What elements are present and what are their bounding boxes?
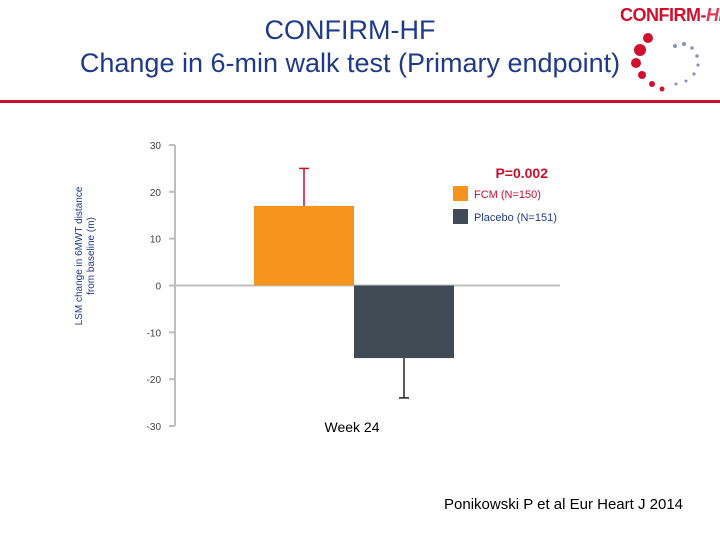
header-divider [0,100,720,103]
title-line-1: CONFIRM-HF [264,15,436,45]
bar-fcm [254,205,354,286]
logo-dots-icon [631,33,700,92]
title-line-2: Change in 6-min walk test (Primary endpo… [79,48,621,78]
legend-swatch [453,209,468,224]
x-category-label: Week 24 [325,419,380,435]
citation: Ponikowski P et al Eur Heart J 2014 [444,496,684,513]
y-tick-label: -30 [147,422,162,433]
bar-placebo [354,285,454,359]
y-tick-label: -10 [147,328,162,339]
y-axis: -30 -20 -10 0 10 20 30 [147,141,560,433]
y-tick-label: 0 [155,282,161,293]
slide-title: CONFIRM-HF Change in 6-min walk test (Pr… [0,14,700,80]
bars [254,167,454,399]
legend: FCM (N=150) Placebo (N=151) [453,186,557,224]
confirm-hf-logo: CONFIRM-HF [620,5,720,25]
y-tick-label: 20 [150,188,162,199]
legend-swatch [453,186,468,201]
legend-label: Placebo (N=151) [474,212,557,224]
y-tick-label: -20 [147,375,162,386]
p-value-annotation: P=0.002 [495,165,548,181]
legend-label: FCM (N=150) [474,189,541,201]
y-tick-label: 10 [150,235,162,246]
y-tick-label: 30 [150,141,162,152]
